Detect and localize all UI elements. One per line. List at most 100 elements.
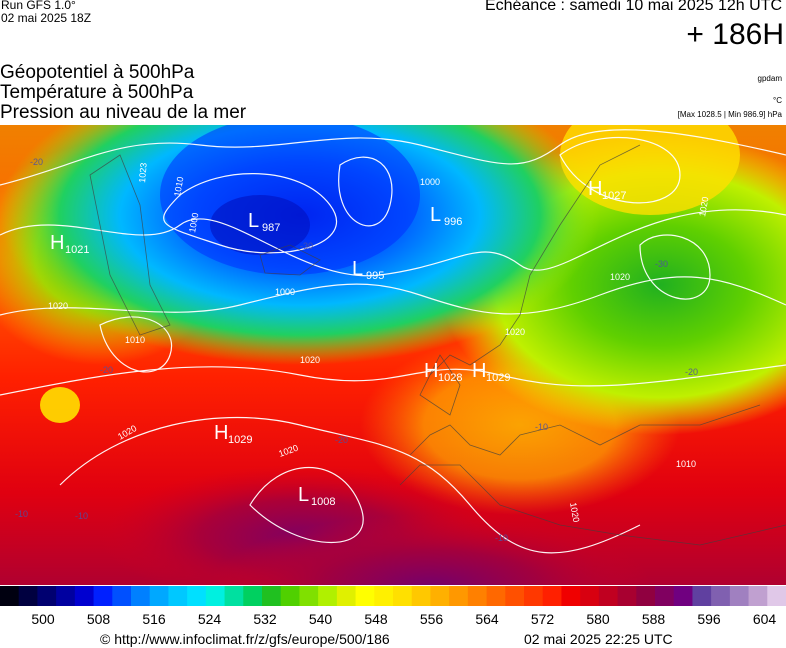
temperature-label: -30 (300, 241, 313, 251)
color-scale-tick-label: 556 (419, 611, 444, 627)
isobar-label: 1020 (697, 196, 710, 217)
pressure-center-value: 1029 (486, 372, 510, 384)
color-scale-swatch (112, 586, 132, 606)
color-scale-swatch (18, 586, 39, 606)
color-scale-tick-label: 572 (530, 611, 555, 627)
pressure-center-letter: L (248, 210, 259, 232)
color-scale-tick-label: 596 (697, 611, 721, 627)
color-scale-tick-label: 548 (364, 611, 388, 627)
color-scale-swatch (243, 586, 263, 606)
color-scale-swatch (336, 586, 357, 606)
color-scale-swatch (393, 586, 413, 606)
low-pressure-center: L 996 (430, 204, 462, 228)
weather-map: H 1021 L 987 L 996 L 995 H 1027 H 1028 H… (0, 125, 786, 585)
color-scale-swatch (224, 586, 244, 606)
isobar-label: 1020 (48, 301, 68, 311)
color-scale-swatch (748, 586, 768, 606)
unit-pressure-range: [Max 1028.5 | Min 986.9] hPa (677, 110, 782, 119)
isobar-label: 1010 (676, 459, 696, 469)
run-label: Run GFS 1.0° (1, 0, 76, 12)
color-scale-swatch (598, 586, 619, 606)
pressure-center-value: 1029 (228, 434, 252, 446)
pressure-center-value: 995 (366, 270, 384, 282)
low-pressure-center: L 995 (352, 258, 384, 282)
high-pressure-center: H 1029 (214, 422, 252, 446)
pressure-center-letter: H (214, 422, 228, 444)
color-scale-swatch (280, 586, 301, 606)
color-scale-swatch (262, 586, 282, 606)
color-scale-swatch (318, 586, 338, 606)
high-pressure-center: H 1029 (472, 360, 510, 384)
isobar-label: 1000 (187, 212, 200, 233)
temperature-label: -10 (15, 509, 28, 519)
high-pressure-center: H 1021 (50, 232, 89, 256)
pressure-center-value: 996 (444, 216, 462, 228)
color-scale-swatch (561, 586, 581, 606)
color-scale-swatch (542, 586, 563, 606)
color-scale-swatch (168, 586, 188, 606)
isobar-label: 1020 (505, 327, 525, 337)
pressure-center-letter: H (472, 360, 486, 382)
pressure-center-value: 1028 (438, 372, 462, 384)
color-scale-swatch (449, 586, 469, 606)
forecast-valid-time: Echéance : samedi 10 mai 2025 12h UTC (484, 0, 782, 14)
isobar-label: 1010 (125, 335, 145, 345)
color-scale-tick-label: 580 (586, 611, 610, 627)
color-scale-bar (0, 586, 786, 606)
color-scale-swatch (411, 586, 432, 606)
pressure-center-letter: L (352, 258, 363, 280)
color-scale-tick-label: 532 (253, 611, 277, 627)
isobar-label: 1020 (610, 272, 630, 282)
unit-temperature: °C (773, 96, 782, 105)
color-scale-tick-label: 516 (142, 611, 166, 627)
color-scale-swatch (187, 586, 207, 606)
title-geopotential: Géopotentiel à 500hPa (0, 62, 195, 83)
color-scale-swatch (767, 586, 786, 606)
color-scale-swatch (149, 586, 170, 606)
pressure-center-letter: H (424, 360, 438, 382)
color-scale-swatch (655, 586, 675, 606)
pressure-center-letter: L (430, 204, 441, 226)
pressure-center-letter: H (588, 178, 602, 200)
color-scale-tick-label: 524 (197, 611, 222, 627)
color-scale-tick-label: 508 (86, 611, 111, 627)
title-temperature: Température à 500hPa (0, 82, 194, 103)
color-scale-swatch (430, 586, 450, 606)
color-scale-swatch (617, 586, 637, 606)
isobar-label: 1000 (275, 287, 295, 297)
color-scale-swatch (131, 586, 151, 606)
pressure-center-letter: H (50, 232, 64, 254)
temperature-label: -10 (495, 533, 508, 543)
isobar-label: 1010 (172, 176, 185, 197)
pressure-center-value: 1008 (311, 496, 335, 508)
color-scale-swatch (673, 586, 694, 606)
color-scale-swatch (355, 586, 375, 606)
color-scale-swatch (93, 586, 113, 606)
pressure-center-letter: L (298, 484, 309, 506)
pressure-center-value: 1021 (65, 244, 89, 256)
high-pressure-center: H 1028 (424, 360, 462, 384)
isobar-label: 1023 (137, 162, 149, 183)
color-scale-swatch (467, 586, 488, 606)
run-date: 02 mai 2025 18Z (1, 11, 92, 25)
color-scale-swatch (524, 586, 544, 606)
temperature-label: -20 (100, 365, 113, 375)
temperature-label: -30 (655, 259, 668, 269)
pressure-center-value: 1027 (602, 190, 626, 202)
color-scale-tick-label: 500 (31, 611, 55, 627)
low-pressure-center: L 987 (248, 210, 280, 234)
color-scale-swatch (505, 586, 525, 606)
color-scale-tick-label: 588 (641, 611, 666, 627)
isobar-label: 1020 (568, 502, 581, 523)
color-scale-swatch (56, 586, 76, 606)
color-scale-swatch (74, 586, 95, 606)
temperature-label: -20 (30, 157, 43, 167)
color-scale-swatch (711, 586, 731, 606)
pressure-center-value: 987 (262, 222, 280, 234)
color-scale-swatch (0, 586, 20, 606)
color-scale-tick-label: 564 (475, 611, 499, 627)
isobar-label: 1000 (420, 177, 440, 187)
lead-time: + 186H (686, 18, 784, 51)
temperature-label: -10 (535, 422, 548, 432)
color-scale-swatch (37, 586, 57, 606)
